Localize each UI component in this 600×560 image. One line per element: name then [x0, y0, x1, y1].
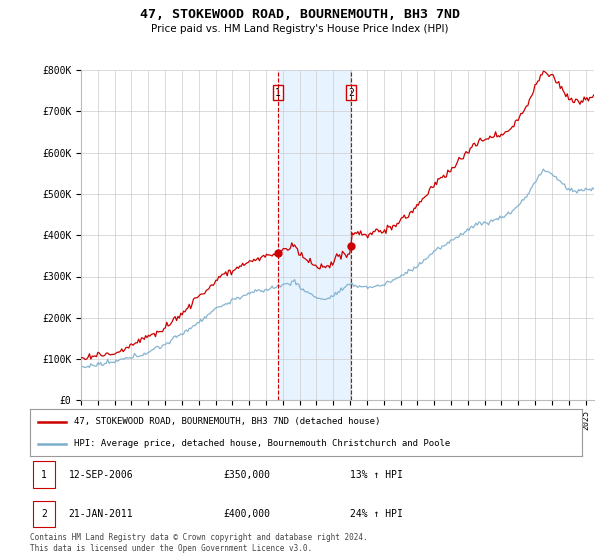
- Bar: [278, 70, 351, 400]
- Bar: [33, 501, 55, 527]
- Text: 1: 1: [41, 470, 47, 479]
- Text: 21-JAN-2011: 21-JAN-2011: [68, 509, 133, 519]
- Text: £400,000: £400,000: [223, 509, 270, 519]
- Text: Price paid vs. HM Land Registry's House Price Index (HPI): Price paid vs. HM Land Registry's House …: [151, 24, 449, 34]
- Text: 47, STOKEWOOD ROAD, BOURNEMOUTH, BH3 7ND (detached house): 47, STOKEWOOD ROAD, BOURNEMOUTH, BH3 7ND…: [74, 417, 380, 426]
- Text: HPI: Average price, detached house, Bournemouth Christchurch and Poole: HPI: Average price, detached house, Bour…: [74, 439, 451, 448]
- Text: 2: 2: [41, 509, 47, 519]
- Text: 47, STOKEWOOD ROAD, BOURNEMOUTH, BH3 7ND: 47, STOKEWOOD ROAD, BOURNEMOUTH, BH3 7ND: [140, 8, 460, 21]
- Text: 2: 2: [348, 88, 354, 97]
- Text: 24% ↑ HPI: 24% ↑ HPI: [350, 509, 403, 519]
- Text: Contains HM Land Registry data © Crown copyright and database right 2024.
This d: Contains HM Land Registry data © Crown c…: [30, 533, 368, 553]
- Bar: [33, 461, 55, 488]
- Text: 13% ↑ HPI: 13% ↑ HPI: [350, 470, 403, 479]
- Text: 1: 1: [275, 88, 281, 97]
- Text: £350,000: £350,000: [223, 470, 270, 479]
- Text: 12-SEP-2006: 12-SEP-2006: [68, 470, 133, 479]
